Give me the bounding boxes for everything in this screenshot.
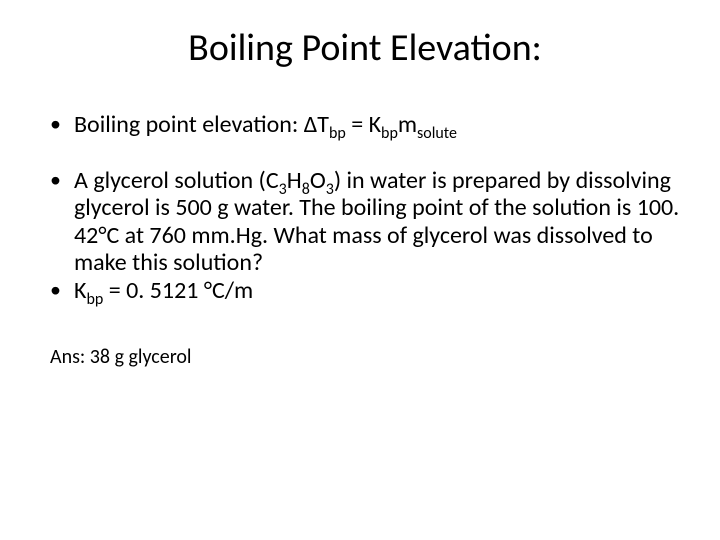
problem-p3: O — [310, 166, 326, 195]
slide-title: Boiling Point Elevation: — [50, 25, 680, 71]
subscript-bp2: bp — [381, 124, 398, 143]
kbp-p1: K — [74, 276, 86, 305]
equation-mid: = K — [346, 110, 381, 139]
kbp-s1: bp — [86, 290, 103, 309]
subscript-solute: solute — [417, 124, 457, 143]
problem-p1: A glycerol solution (C — [74, 166, 279, 195]
subscript-bp1: bp — [329, 124, 346, 143]
kbp-p2: = 0. 5121 °C/m — [103, 276, 253, 305]
answer-text: Ans: 38 g glycerol — [50, 345, 680, 369]
kbp-bullet: Kbp = 0. 5121 °C/m — [50, 277, 680, 305]
problem-bullet: A glycerol solution (C3H8O3) in water is… — [50, 167, 680, 277]
bullet-list: Boiling point elevation: ΔTbp = Kbpmsolu… — [50, 111, 680, 305]
equation-mid2: m — [398, 110, 417, 139]
problem-p2: H — [287, 166, 302, 195]
equation-bullet: Boiling point elevation: ΔTbp = Kbpmsolu… — [50, 111, 680, 139]
equation-text: Boiling point elevation: ΔT — [74, 110, 329, 139]
